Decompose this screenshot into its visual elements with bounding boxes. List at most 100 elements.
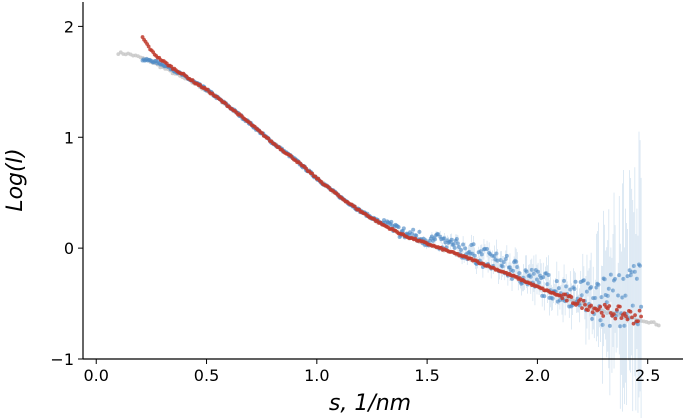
- red-point: [599, 310, 604, 315]
- blue-point: [584, 289, 589, 294]
- red-point: [624, 314, 628, 319]
- blue-point: [556, 286, 561, 291]
- y-tick-label: 2: [64, 17, 74, 36]
- blue-point: [581, 278, 586, 283]
- x-tick-label: 2.0: [525, 366, 550, 385]
- blue-point: [411, 227, 416, 232]
- blue-point: [550, 296, 555, 301]
- blue-point: [618, 324, 623, 329]
- blue-point: [531, 271, 536, 276]
- x-axis-label: s, 1/nm: [329, 391, 411, 416]
- blue-point: [639, 304, 644, 309]
- axes-layer: [82, 2, 683, 360]
- blue-point: [545, 282, 550, 287]
- red-point: [583, 302, 587, 307]
- blue-point: [634, 276, 639, 281]
- red-point: [622, 311, 627, 316]
- blue-point: [455, 241, 460, 246]
- blue-point: [463, 246, 468, 251]
- series-layer: [116, 35, 661, 418]
- blue-point: [546, 273, 551, 278]
- blue-point: [436, 232, 441, 237]
- red-point: [636, 319, 640, 324]
- red-point: [146, 44, 151, 49]
- blue-point: [564, 284, 569, 289]
- blue-point: [536, 269, 541, 274]
- blue-point: [542, 294, 547, 299]
- blue-point: [511, 268, 516, 273]
- blue-point: [616, 293, 621, 298]
- blue-point: [572, 286, 577, 291]
- x-tick-label: 1.0: [304, 366, 329, 385]
- blue-point: [389, 219, 394, 224]
- blue-point: [600, 322, 605, 327]
- y-tick-label: 0: [64, 239, 74, 258]
- blue-point: [613, 276, 618, 281]
- blue-point: [410, 231, 415, 236]
- red-point: [564, 298, 569, 303]
- series-red-fit: [140, 35, 643, 326]
- blue-point: [586, 281, 591, 286]
- blue-point: [630, 303, 635, 308]
- blue-point: [589, 285, 594, 290]
- red-point: [601, 314, 606, 318]
- blue-point: [452, 245, 457, 250]
- blue-point: [454, 237, 459, 242]
- blue-point: [456, 244, 461, 249]
- red-point: [580, 306, 584, 311]
- blue-point: [623, 293, 628, 298]
- x-tick-label: 2.5: [635, 366, 660, 385]
- red-point: [639, 314, 643, 319]
- blue-point: [528, 274, 533, 279]
- series-blue-experimental: [140, 56, 644, 418]
- y-tick-label: −1: [50, 350, 74, 369]
- blue-point: [451, 242, 456, 247]
- blue-point: [573, 279, 578, 284]
- blue-point: [501, 260, 506, 265]
- red-point: [619, 316, 624, 321]
- blue-point: [401, 226, 406, 231]
- blue-point: [622, 323, 627, 328]
- blue-point: [449, 237, 454, 242]
- red-point: [633, 313, 637, 318]
- blue-point: [631, 264, 636, 269]
- red-point: [614, 307, 619, 312]
- blue-point: [529, 267, 534, 272]
- blue-point: [605, 293, 610, 298]
- red-point: [630, 315, 634, 320]
- blue-point: [494, 251, 499, 256]
- blue-point: [608, 272, 613, 277]
- blue-point: [602, 277, 607, 282]
- series-gray-model: [116, 50, 661, 328]
- red-point: [613, 316, 618, 321]
- blue-point: [500, 264, 505, 269]
- red-point: [611, 312, 616, 317]
- blue-point: [632, 269, 637, 274]
- blue-point: [459, 247, 464, 252]
- red-point: [563, 292, 568, 297]
- blue-point: [579, 293, 584, 298]
- blue-point: [638, 263, 643, 268]
- blue-point: [417, 229, 422, 234]
- blue-point: [433, 237, 438, 242]
- blue-point: [593, 295, 598, 300]
- blue-point: [617, 273, 622, 278]
- red-point: [598, 304, 603, 309]
- red-point: [637, 308, 642, 313]
- red-point: [628, 309, 633, 314]
- red-point: [569, 295, 574, 299]
- blue-point: [596, 282, 601, 287]
- blue-point: [485, 247, 490, 252]
- blue-point: [610, 288, 615, 293]
- blue-point: [472, 253, 477, 258]
- blue-point: [598, 318, 603, 323]
- blue-point: [554, 279, 559, 284]
- gray-point: [656, 323, 661, 328]
- blue-point: [541, 275, 546, 280]
- red-point: [631, 321, 636, 326]
- red-point: [607, 304, 612, 308]
- blue-point: [537, 280, 542, 285]
- blue-point: [479, 252, 484, 257]
- blue-point: [515, 265, 520, 270]
- blue-point: [621, 276, 626, 281]
